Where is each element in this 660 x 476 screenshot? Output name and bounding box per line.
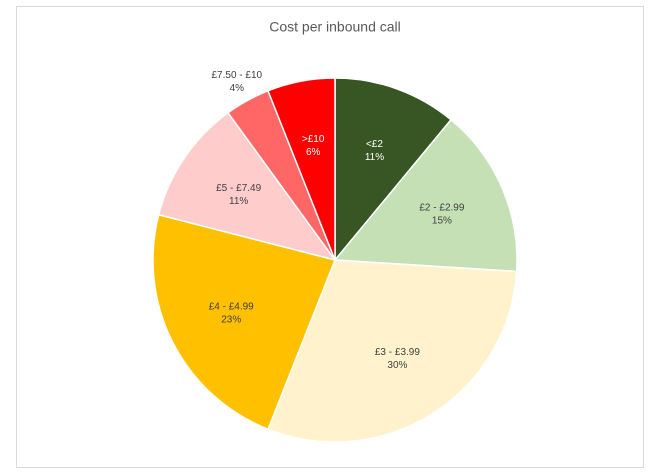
slice-value-label: 23%: [221, 315, 241, 326]
slice-value-label: 11%: [229, 196, 248, 207]
pie-slice: [333, 118, 518, 273]
pie-slice: [334, 77, 453, 263]
slice-label: £5 - £7.49: [216, 183, 261, 194]
slice-value-label: 6%: [306, 147, 321, 158]
slice-value-label: 4%: [230, 83, 245, 94]
pie-slice: [267, 77, 336, 261]
slice-label: <£2: [366, 139, 383, 150]
pie-slice: [267, 259, 518, 443]
slice-label: £2 - £2.99: [419, 202, 464, 213]
slice-value-label: 11%: [365, 152, 384, 163]
slice-label: £3 - £3.99: [375, 347, 420, 358]
slice-label: £7.50 - £10: [211, 70, 262, 81]
pie-slice: [152, 213, 337, 431]
chart-title: Cost per inbound call: [269, 19, 401, 35]
slice-label: £4 - £4.99: [209, 302, 254, 313]
slice-value-label: 15%: [432, 215, 452, 226]
slice-value-label: 30%: [387, 360, 407, 371]
slice-label: >£10: [302, 134, 325, 145]
pie-slice: [157, 111, 337, 262]
